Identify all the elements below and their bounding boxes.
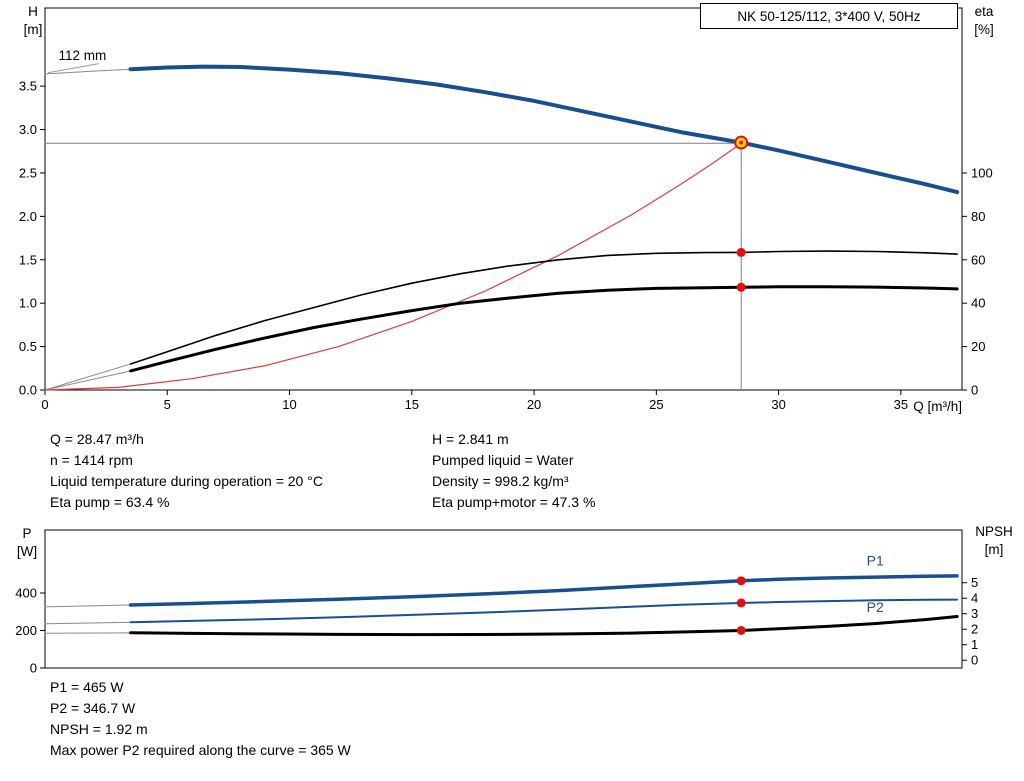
y-left-tick-label: 3.0 [19, 122, 37, 137]
head-curve-lead [44, 68, 132, 75]
x-tick-label: 30 [771, 397, 785, 412]
p2-lead [44, 621, 132, 625]
y-left-tick-label: 2.0 [19, 209, 37, 224]
info-line: H = 2.841 m [432, 431, 509, 447]
eta-pump-motor-curve [129, 285, 959, 373]
p2-label: P2 [867, 599, 884, 615]
info-line: P1 = 465 W [50, 679, 124, 695]
p1-curve [128, 574, 959, 607]
info-line: n = 1414 rpm [50, 452, 133, 468]
hq-chart-frame [44, 7, 963, 391]
eta-pump-point [736, 247, 746, 257]
y-right-tick-label: 0 [971, 653, 978, 668]
eta-axis-unit: [%] [974, 22, 994, 37]
pump-title-box: NK 50-125/112, 3*400 V, 50Hz [700, 3, 958, 29]
duty-point-center [739, 140, 744, 145]
system-curve [44, 142, 742, 391]
hq-chart: 0.0 0.5 1.0 1.5 2.0 2.5 3.0 3.5 0 20 40 60 80 100 0 5 10… [19, 7, 993, 412]
info-line: Pumped liquid = Water [432, 452, 574, 468]
info-line: P2 = 346.7 W [50, 700, 136, 716]
x-tick-label: 15 [405, 397, 419, 412]
y-right-tick-label: 4 [971, 591, 978, 606]
p2-curve [129, 598, 959, 624]
npsh-point [736, 625, 746, 635]
head-curve [128, 64, 960, 195]
y-right-tick-label: 40 [971, 296, 985, 311]
y-right-tick-label: 0 [971, 383, 978, 398]
info-line: Liquid temperature during operation = 20… [50, 473, 323, 489]
h-axis-unit: [m] [23, 22, 43, 37]
duty-info-right: H = 2.841 m Pumped liquid = Water Density … [432, 429, 595, 513]
y-right-tick-label: 3 [971, 606, 978, 621]
npsh-axis-title: NPSH [975, 524, 1013, 539]
p1-point [736, 576, 746, 586]
impeller-label: 112 mm [58, 48, 106, 63]
eta-pump-motor-point [736, 282, 746, 292]
info-line: Eta pump = 63.4 % [50, 494, 170, 510]
y-left-tick-label: 0.5 [19, 339, 37, 354]
y-left-tick-label: 200 [15, 623, 37, 638]
y-right-tick-label: 60 [971, 252, 985, 267]
eta-pump-lead [44, 363, 132, 391]
p-axis-title: P [22, 526, 32, 541]
x-tick-label: 35 [894, 397, 908, 412]
x-tick-label: 5 [164, 397, 171, 412]
npsh-axis-unit: [m] [984, 542, 1004, 557]
eta-axis-title: eta [974, 4, 994, 19]
y-left-tick-label: 1.5 [19, 252, 37, 267]
info-line: Eta pump+motor = 47.3 % [432, 494, 596, 510]
impeller-label-leader [47, 63, 99, 74]
y-right-tick-label: 100 [971, 165, 993, 180]
eta-pump-curve [129, 250, 958, 365]
info-line: Q = 28.47 m³/h [50, 431, 144, 447]
h-axis-title: H [28, 4, 38, 19]
x-tick-label: 20 [527, 397, 541, 412]
y-left-tick-label: 1.0 [19, 296, 37, 311]
y-left-tick-label: 0.0 [19, 383, 37, 398]
npsh-curve [129, 615, 959, 637]
x-tick-label: 25 [649, 397, 663, 412]
y-right-tick-label: 5 [971, 575, 978, 590]
y-right-tick-label: 20 [971, 339, 985, 354]
info-line: NPSH = 1.92 m [50, 721, 148, 737]
eta-pump-motor-lead [44, 370, 132, 391]
y-right-tick-label: 2 [971, 622, 978, 637]
y-right-tick-label: 80 [971, 209, 985, 224]
x-tick-label: 10 [282, 397, 296, 412]
x-tick-label: 0 [41, 397, 48, 412]
p1-label: P1 [867, 552, 884, 568]
y-left-tick-label: 3.5 [19, 79, 37, 94]
p-axis-unit: [W] [16, 544, 38, 559]
q-axis-label: Q [m³/h] [913, 399, 962, 414]
y-right-tick-label: 1 [971, 637, 978, 652]
power-info: P1 = 465 W P2 = 346.7 W NPSH = 1.92 m Max p… [50, 677, 351, 761]
y-left-tick-label: 400 [15, 586, 37, 601]
info-line: Density = 998.2 kg/m³ [432, 473, 569, 489]
power-npsh-chart-frame [44, 529, 963, 669]
duty-info-left: Q = 28.47 m³/h n = 1414 rpm Liquid tempera… [50, 429, 323, 513]
npsh-lead [44, 632, 132, 634]
p2-point [736, 598, 746, 608]
y-left-tick-label: 2.5 [19, 165, 37, 180]
p1-lead [44, 604, 132, 608]
info-line: Max power P2 required along the curve = … [50, 742, 351, 758]
y-left-tick-label: 0 [30, 661, 37, 676]
